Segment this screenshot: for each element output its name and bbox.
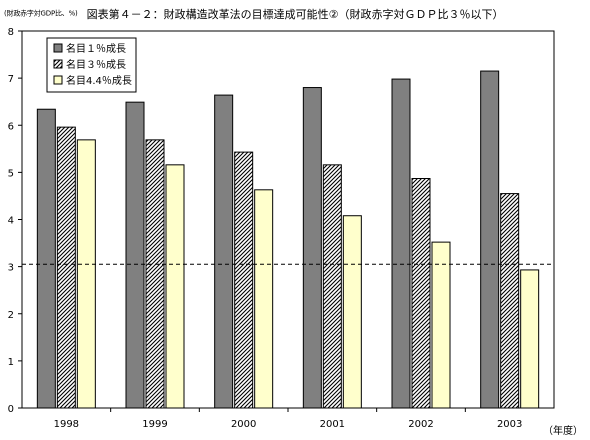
- bar: [322, 164, 342, 409]
- x-tick-label: 2003: [497, 419, 522, 430]
- y-tick-label: 7: [8, 74, 14, 85]
- legend-swatch: [53, 43, 63, 53]
- y-tick-label: 4: [8, 216, 14, 227]
- legend-label: 名目３％成長: [66, 58, 126, 71]
- y-tick-label: 2: [8, 310, 14, 321]
- bar: [145, 139, 165, 409]
- bar: [254, 189, 274, 409]
- legend-label: 名目１％成長: [66, 42, 126, 55]
- bar: [431, 241, 451, 409]
- bar: [302, 87, 322, 409]
- chart-title: 図表第４－２：財政構造改革法の目標達成可能性②（財政赤字対ＧＤＰ比３％以下）: [86, 7, 504, 21]
- bar: [411, 178, 431, 409]
- x-tick-label: 2002: [408, 419, 433, 430]
- bar: [165, 164, 185, 409]
- bar: [125, 101, 145, 409]
- bar: [342, 215, 362, 409]
- y-tick-label: 8: [8, 27, 14, 38]
- x-axis-unit-label: （年度）: [543, 426, 583, 437]
- legend-swatch: [53, 75, 63, 85]
- y-tick-label: 3: [8, 263, 14, 274]
- bar: [500, 193, 520, 409]
- bar: [234, 151, 254, 409]
- bar: [520, 269, 540, 409]
- bar: [36, 108, 56, 409]
- chart-header: (財政赤字対GDP比、%) 図表第４－２：財政構造改革法の目標達成可能性②（財政…: [4, 3, 504, 22]
- x-tick-label: 2000: [231, 419, 256, 430]
- y-tick-label: 1: [8, 357, 14, 368]
- legend-label: 名目4.4％成長: [66, 74, 132, 87]
- bar: [76, 139, 96, 409]
- legend-swatch: [53, 59, 63, 69]
- y-tick-label: 5: [8, 168, 14, 179]
- bar: [391, 78, 411, 409]
- y-tick-label: 0: [8, 404, 14, 415]
- bar: [214, 94, 234, 409]
- x-tick-label: 1999: [142, 419, 167, 430]
- bar: [56, 126, 76, 409]
- y-tick-label: 6: [8, 121, 14, 132]
- y-axis-label: (財政赤字対GDP比、%): [4, 9, 78, 18]
- bar: [480, 70, 500, 409]
- x-tick-label: 2001: [320, 419, 345, 430]
- x-tick-label: 1998: [54, 419, 79, 430]
